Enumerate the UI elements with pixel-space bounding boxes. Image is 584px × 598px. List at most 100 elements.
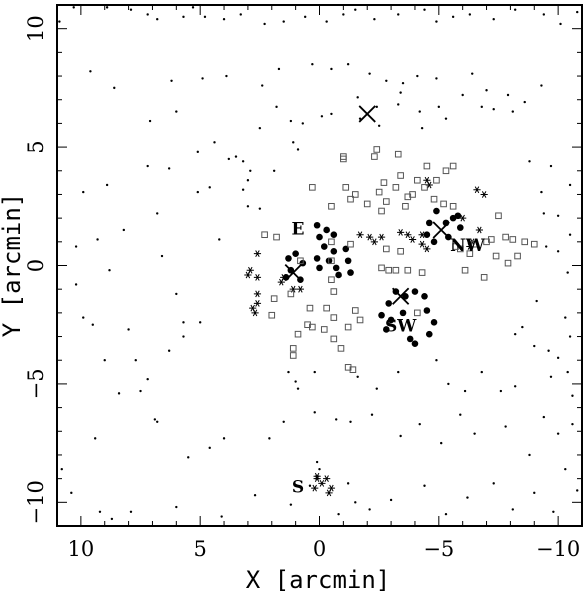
dot-point	[370, 413, 374, 416]
dot-point	[556, 250, 560, 253]
asterisk-point	[249, 304, 257, 312]
dot-point	[218, 238, 221, 241]
dot-point	[303, 15, 307, 19]
dot-point	[389, 498, 393, 502]
dot-point	[385, 79, 388, 82]
dot-point	[261, 84, 264, 87]
dot-point	[58, 20, 61, 23]
open-square-point	[375, 188, 383, 196]
cross-point	[358, 105, 376, 123]
asterisk-point	[418, 231, 426, 239]
dot-point	[521, 325, 524, 329]
open-square-point	[347, 195, 354, 203]
open-square-point	[402, 202, 409, 210]
filled-circle-point	[430, 319, 438, 326]
open-square-point	[504, 259, 512, 267]
dot-point	[568, 335, 572, 338]
open-square-point	[330, 314, 338, 321]
filled-circle-point	[411, 288, 419, 295]
dot-point	[420, 126, 424, 130]
dot-point	[182, 15, 185, 19]
dot-point	[547, 349, 550, 352]
dot-point	[313, 411, 316, 414]
asterisk-point	[370, 238, 378, 246]
dot-point	[272, 169, 276, 172]
dot-point	[559, 22, 562, 26]
dot-point	[208, 186, 211, 189]
dot-point	[511, 508, 514, 511]
dot-point	[277, 67, 281, 71]
open-square-point	[287, 290, 295, 298]
dot-point	[513, 385, 517, 388]
open-square-point	[392, 266, 400, 274]
dot-point	[153, 418, 157, 421]
dot-point	[330, 112, 333, 116]
dot-point	[506, 93, 510, 97]
dot-point	[556, 214, 560, 217]
open-square-point	[394, 150, 402, 158]
open-square-point	[273, 233, 280, 241]
open-square-point	[351, 307, 359, 314]
open-square-point	[392, 184, 400, 191]
dot-point	[564, 316, 567, 319]
open-square-point	[342, 184, 350, 191]
dot-point	[349, 420, 352, 423]
open-square-point	[414, 176, 421, 184]
x-tick-label: 0	[313, 537, 326, 561]
asterisk-point	[356, 231, 364, 239]
dot-point	[241, 188, 245, 191]
dot-point	[444, 512, 448, 516]
open-square-point	[514, 252, 521, 260]
dot-point	[167, 167, 171, 170]
dot-point	[127, 328, 130, 331]
dot-point	[440, 441, 443, 445]
asterisk-point	[366, 233, 374, 241]
dot-point	[198, 321, 202, 324]
filled-circle-point	[316, 233, 323, 241]
open-square-point	[344, 323, 352, 331]
open-square-point	[373, 146, 381, 153]
open-square-point	[404, 193, 412, 201]
dot-point	[146, 164, 149, 168]
dot-point	[373, 18, 376, 21]
open-square-point	[495, 212, 502, 220]
dot-point	[60, 467, 63, 471]
dot-point	[227, 157, 231, 161]
dot-point	[480, 370, 483, 374]
open-square-point	[347, 240, 354, 248]
dot-point	[74, 245, 78, 248]
dot-point	[492, 18, 495, 21]
dot-point	[397, 13, 400, 16]
open-square-point	[328, 276, 335, 284]
dot-point	[571, 394, 574, 397]
open-square-point	[509, 236, 517, 243]
filled-circle-point	[320, 243, 328, 250]
dot-point	[311, 63, 314, 66]
dot-point	[182, 321, 185, 324]
dot-point	[480, 105, 483, 109]
open-square-point	[337, 345, 345, 352]
region-annotations: E NW SW S	[292, 219, 486, 497]
open-square-point	[323, 304, 330, 312]
x-tick-label: −5	[423, 537, 454, 561]
dot-point	[239, 13, 242, 16]
filled-circle-point	[323, 226, 330, 234]
dot-point	[160, 254, 164, 258]
dot-point	[571, 422, 574, 426]
dot-point	[170, 79, 173, 82]
open-square-point	[502, 233, 509, 241]
asterisk-point	[253, 273, 262, 281]
dot-point	[368, 508, 371, 511]
dot-point	[96, 238, 99, 241]
dot-point	[222, 18, 226, 21]
dot-point	[568, 183, 572, 187]
dot-point	[91, 323, 94, 326]
dot-point	[399, 434, 402, 438]
dot-point	[354, 8, 357, 11]
dot-point	[466, 496, 469, 499]
open-square-point	[383, 198, 390, 205]
dot-point	[105, 183, 109, 187]
open-square-point	[309, 323, 316, 331]
dot-point	[213, 141, 216, 144]
dot-point	[146, 377, 149, 381]
